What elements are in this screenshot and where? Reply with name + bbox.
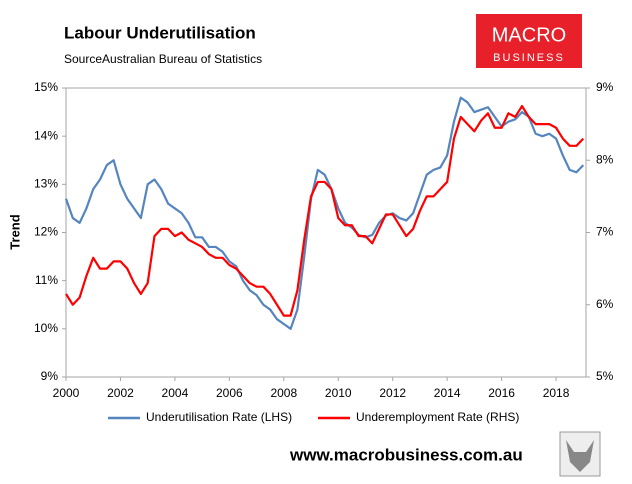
- y-tick-label: 15%: [34, 80, 58, 94]
- wolf-icon: [559, 431, 601, 477]
- series-line: [65, 104, 585, 317]
- x-tick-label: 2004: [162, 386, 189, 400]
- y2-tick-label: 6%: [596, 297, 614, 311]
- series-line: [64, 96, 585, 330]
- y2-tick-label: 5%: [596, 369, 614, 383]
- chart-subtitle: SourceAustralian Bureau of Statistics: [64, 52, 262, 66]
- legend-label: Underutilisation Rate (LHS): [146, 410, 292, 424]
- legend-label: Underemployment Rate (RHS): [356, 410, 519, 424]
- x-tick-label: 2018: [543, 386, 570, 400]
- x-tick-label: 2006: [216, 386, 243, 400]
- logo-text: BUSINESS: [493, 52, 565, 64]
- y-tick-label: 13%: [34, 177, 58, 191]
- chart-title: Labour Underutilisation: [64, 23, 256, 42]
- x-tick-label: 2000: [53, 386, 80, 400]
- y-tick-label: 11%: [35, 273, 58, 287]
- y2-tick-label: 8%: [596, 152, 614, 166]
- plot-area: [65, 87, 587, 378]
- footer-url: www.macrobusiness.com.au: [289, 445, 523, 464]
- x-tick-label: 2002: [107, 386, 134, 400]
- x-tick-label: 2008: [270, 386, 297, 400]
- y2-tick-label: 9%: [596, 80, 614, 94]
- y-tick-label: 14%: [34, 128, 58, 142]
- x-tick-label: 2016: [488, 386, 515, 400]
- y-tick-label: 12%: [34, 225, 58, 239]
- y-axis-label: Trend: [7, 214, 22, 249]
- x-tick-label: 2010: [325, 386, 352, 400]
- logo-text: MACRO: [492, 24, 566, 46]
- y2-tick-label: 7%: [596, 225, 614, 239]
- y-tick-label: 9%: [41, 369, 59, 383]
- y-tick-label: 10%: [34, 321, 58, 335]
- x-tick-label: 2014: [434, 386, 461, 400]
- logo-box: [476, 14, 582, 68]
- x-tick-label: 2012: [379, 386, 406, 400]
